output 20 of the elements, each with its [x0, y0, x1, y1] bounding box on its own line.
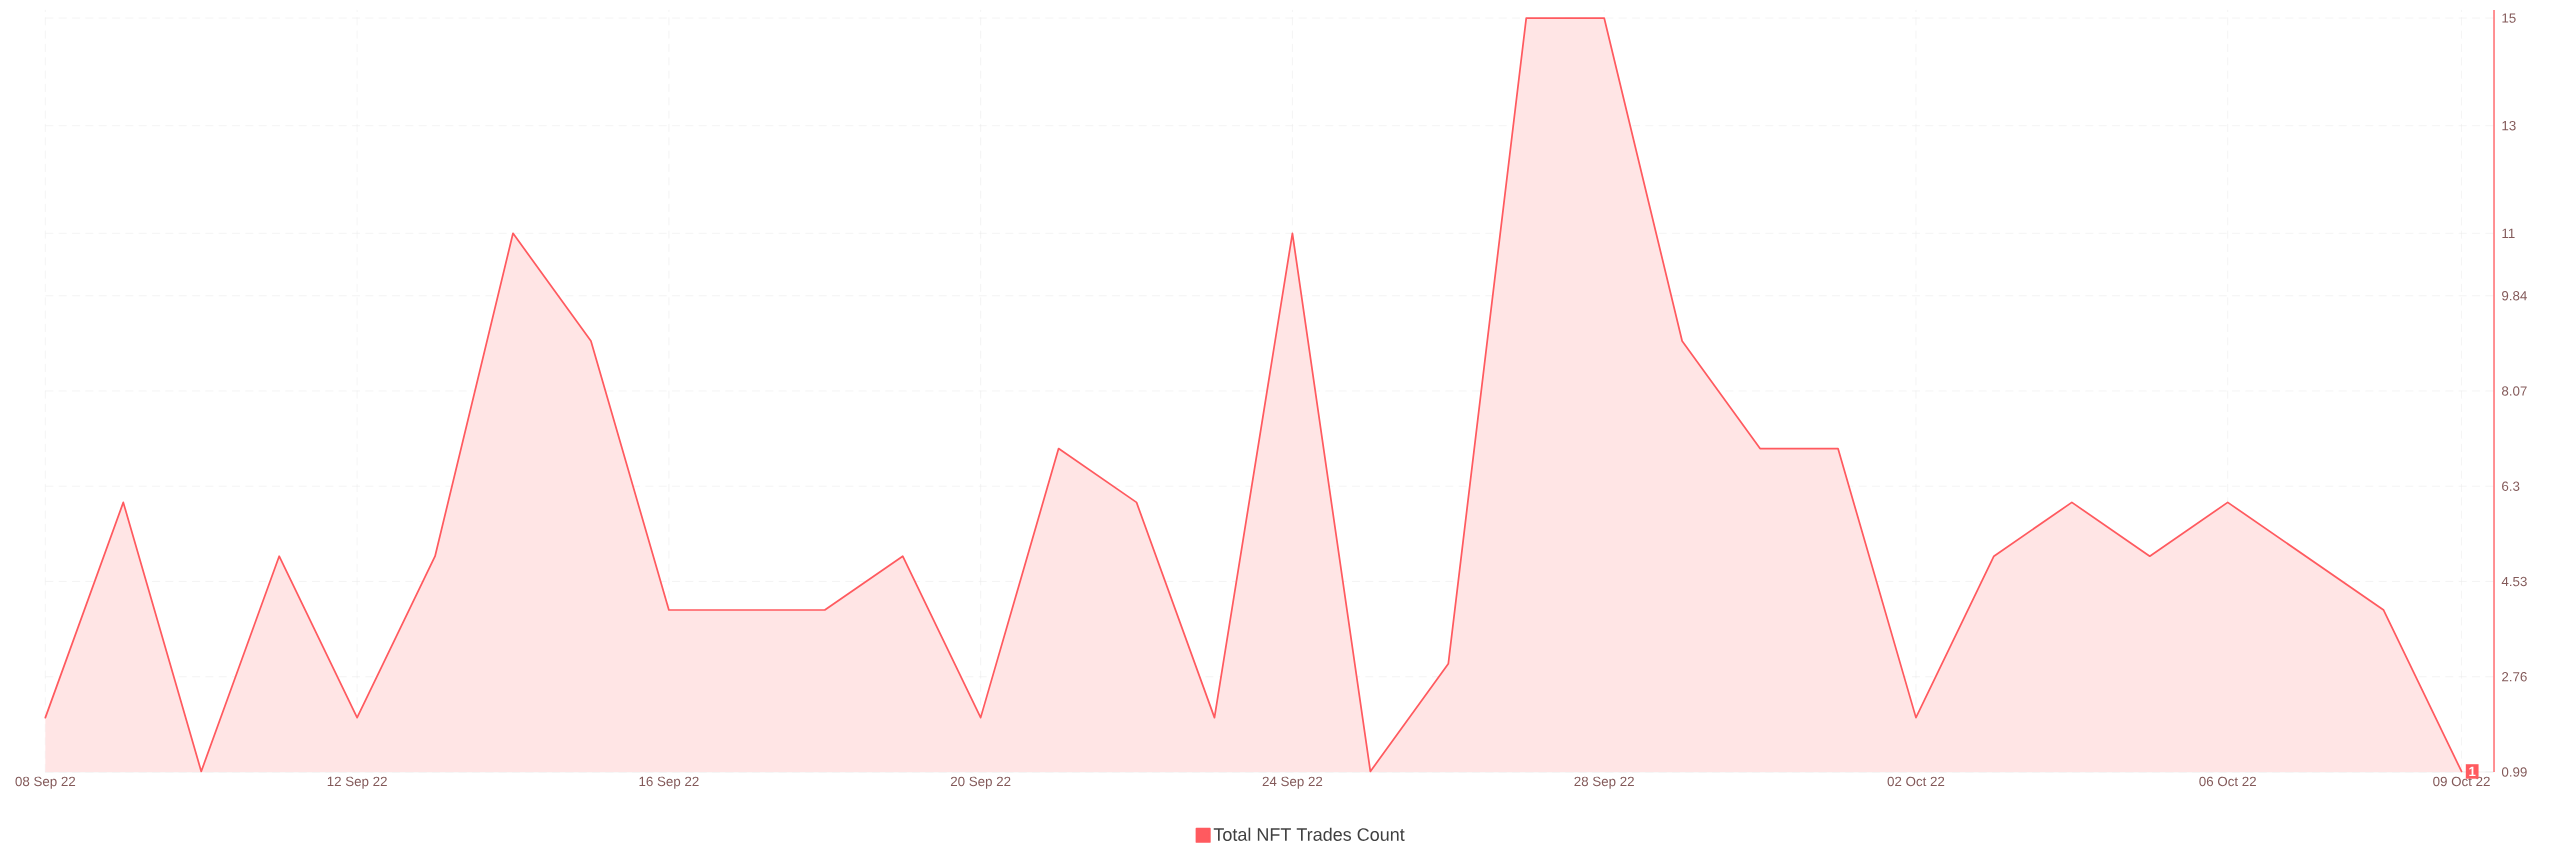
- x-tick-label: 09 Oct 22: [2433, 776, 2490, 787]
- x-tick-label: 08 Sep 22: [15, 776, 76, 789]
- x-tick-label: 06 Oct 22: [2199, 776, 2256, 787]
- legend-label: Total NFT Trades Count: [1213, 827, 1405, 841]
- annotation: 1: [2469, 766, 2476, 777]
- y-tick-label: 9.84: [2502, 291, 2527, 301]
- x-tick-label: 16 Sep 22: [639, 776, 699, 789]
- x-tick-label: 02 Oct 22: [1887, 776, 1945, 787]
- y-tick-label: 8.07: [2501, 386, 2527, 396]
- x-tick-label: 20 Sep 22: [950, 776, 1011, 789]
- x-tick-label: 12 Sep 22: [327, 776, 387, 789]
- y-tick-label: 13: [2502, 120, 2516, 131]
- y-tick-label: 6.3: [2502, 481, 2520, 491]
- x-tick-label: 28 Sep 22: [1574, 776, 1634, 789]
- x-tick-label: 24 Sep 22: [1262, 776, 1323, 789]
- y-tick-label: 4.53: [2501, 576, 2527, 587]
- y-tick-label: 11: [2502, 228, 2515, 238]
- y-tick-label: 0.99: [2501, 767, 2527, 777]
- y-tick-label: 2.76: [2502, 672, 2527, 682]
- y-tick-label: 15: [2502, 13, 2516, 23]
